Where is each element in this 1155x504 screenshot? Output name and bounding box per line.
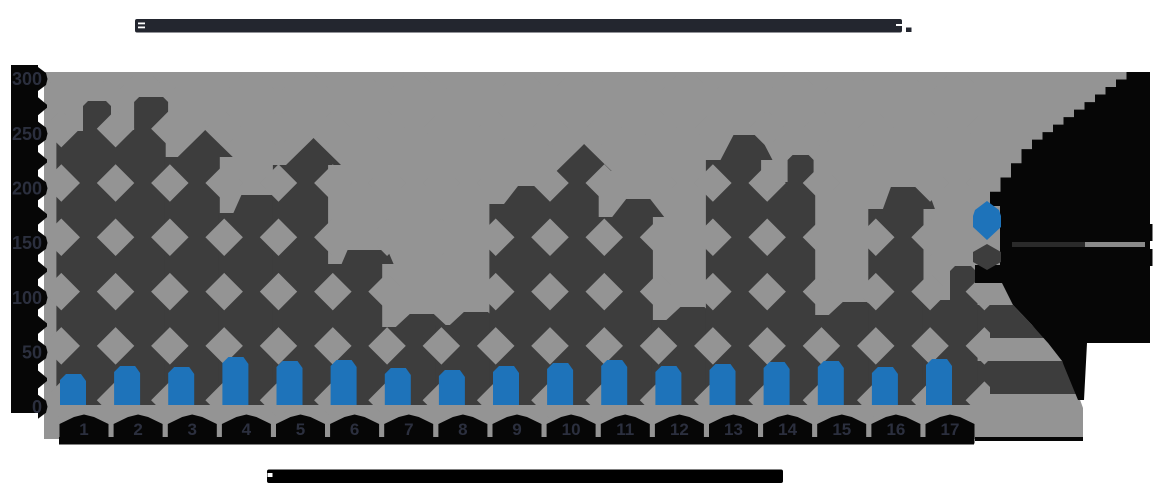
svg-text:5: 5 (296, 420, 305, 439)
svg-text:10: 10 (562, 420, 581, 439)
svg-text:4: 4 (242, 420, 252, 439)
svg-text:17: 17 (941, 420, 960, 439)
svg-text:300: 300 (12, 69, 42, 89)
svg-text:7: 7 (404, 420, 413, 439)
svg-text:2: 2 (133, 420, 142, 439)
svg-text:13: 13 (724, 420, 743, 439)
svg-text:16: 16 (886, 420, 905, 439)
svg-text:150: 150 (12, 233, 42, 253)
svg-text:250: 250 (12, 124, 42, 144)
svg-text:3: 3 (187, 420, 196, 439)
svg-text:6: 6 (350, 420, 359, 439)
svg-text:15: 15 (832, 420, 851, 439)
svg-text:1: 1 (79, 420, 88, 439)
svg-text:14: 14 (778, 420, 797, 439)
svg-text:0: 0 (32, 397, 42, 417)
svg-text:8: 8 (458, 420, 467, 439)
svg-text:12: 12 (670, 420, 689, 439)
svg-text:50: 50 (22, 342, 42, 362)
svg-text:100: 100 (12, 288, 42, 308)
svg-text:200: 200 (12, 179, 42, 199)
svg-text:9: 9 (512, 420, 521, 439)
svg-text:11: 11 (616, 420, 634, 439)
